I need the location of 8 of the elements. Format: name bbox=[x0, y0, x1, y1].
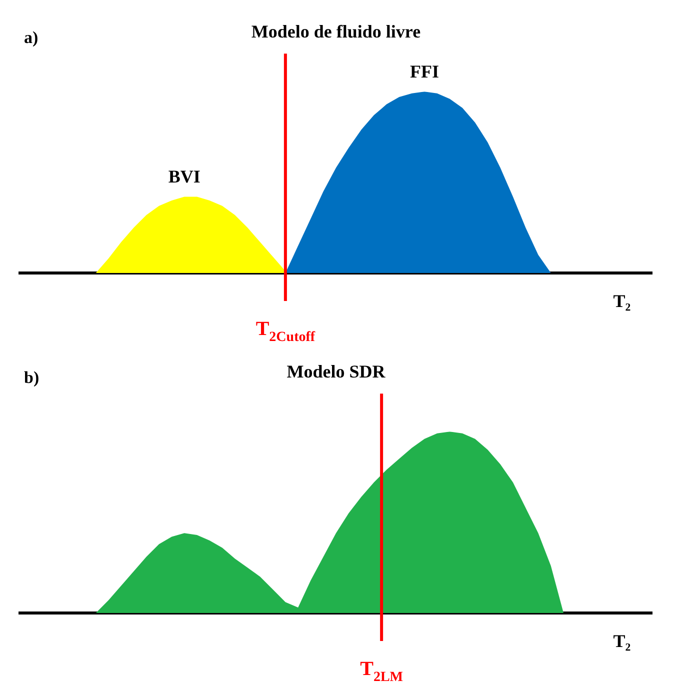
x-axis-title: T₂ bbox=[613, 291, 631, 311]
text: a) bbox=[24, 28, 38, 47]
chart-title: Modelo de fluido livre bbox=[251, 21, 421, 42]
series-label: BVI bbox=[168, 166, 200, 186]
chart-title: Modelo SDR bbox=[286, 361, 386, 382]
text: b) bbox=[24, 368, 40, 387]
series-label: FFI bbox=[410, 61, 439, 82]
x-axis-title: T₂ bbox=[613, 631, 631, 651]
